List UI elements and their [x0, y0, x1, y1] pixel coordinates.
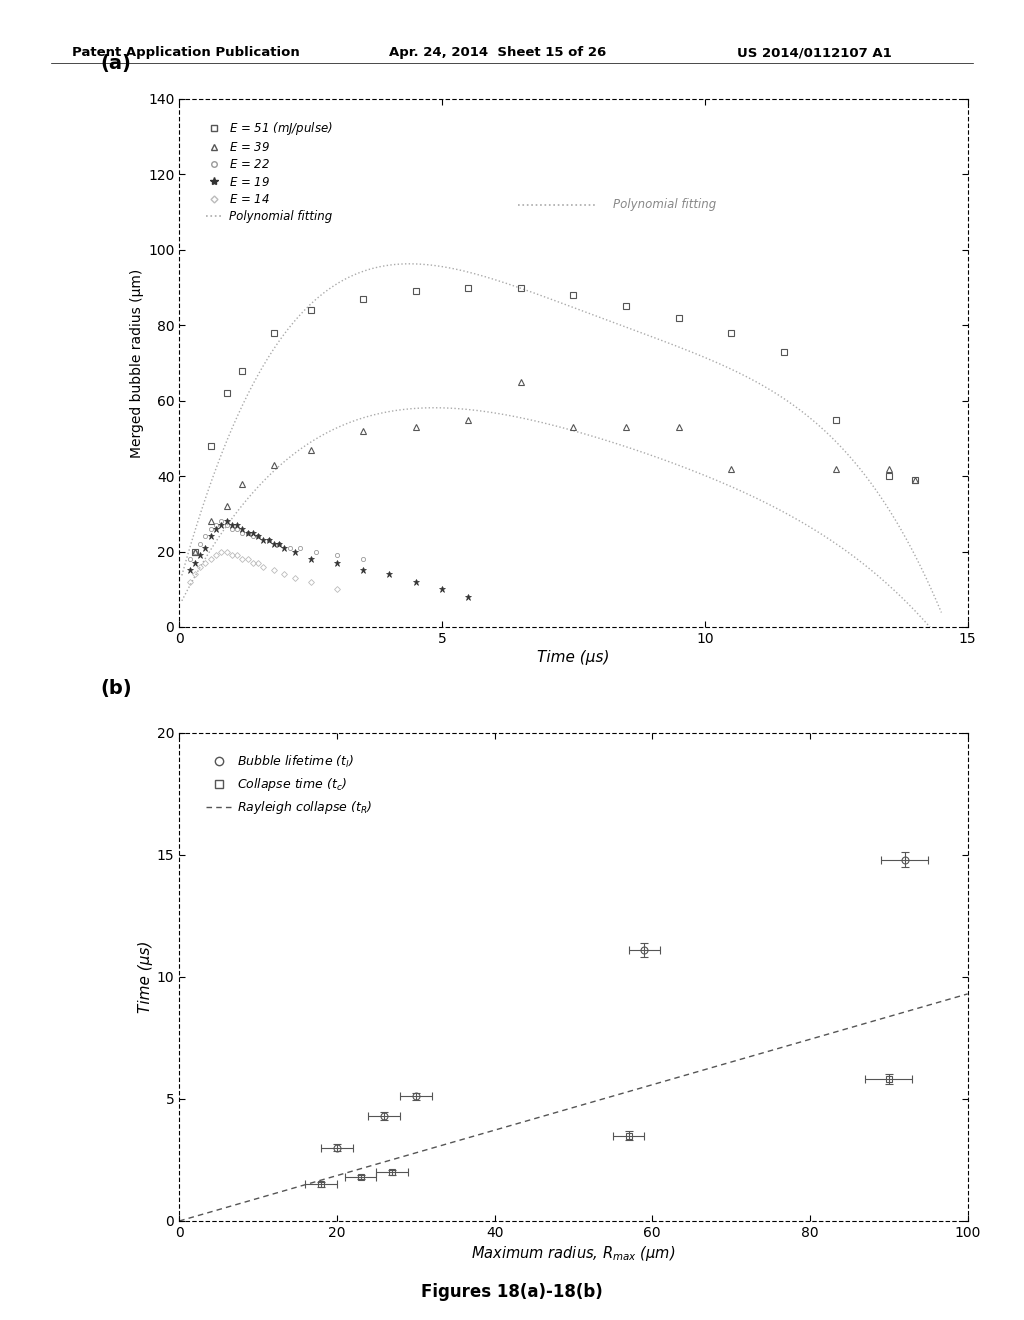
- Y-axis label: Merged bubble radius (μm): Merged bubble radius (μm): [130, 268, 143, 458]
- Text: US 2014/0112107 A1: US 2014/0112107 A1: [737, 46, 892, 59]
- Legend: $E$ = 51 (mJ/pulse), $E$ = 39, $E$ = 22, $E$ = 19, $E$ = 14, Polynomial fitting: $E$ = 51 (mJ/pulse), $E$ = 39, $E$ = 22,…: [201, 115, 338, 227]
- Text: Patent Application Publication: Patent Application Publication: [72, 46, 299, 59]
- Legend: Bubble lifetime ($t_l$), Collapse time ($t_c$), Rayleigh collapse ($t_R$): Bubble lifetime ($t_l$), Collapse time (…: [202, 748, 378, 821]
- X-axis label: Time (μs): Time (μs): [538, 649, 609, 665]
- Text: Apr. 24, 2014  Sheet 15 of 26: Apr. 24, 2014 Sheet 15 of 26: [389, 46, 606, 59]
- X-axis label: Maximum radius, R$_{max}$ (μm): Maximum radius, R$_{max}$ (μm): [471, 1243, 676, 1263]
- Text: (b): (b): [100, 680, 132, 698]
- Text: Polynomial fitting: Polynomial fitting: [612, 198, 716, 211]
- Y-axis label: Time (μs): Time (μs): [137, 941, 153, 1012]
- Text: (a): (a): [100, 54, 131, 73]
- Text: Figures 18(a)-18(b): Figures 18(a)-18(b): [421, 1283, 603, 1302]
